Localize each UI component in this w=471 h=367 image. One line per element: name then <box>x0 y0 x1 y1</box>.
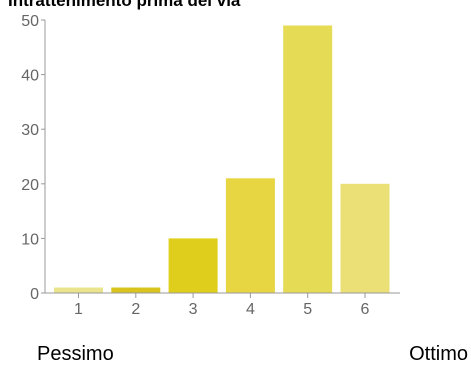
bar-1 <box>54 287 103 293</box>
x-tick-label: 2 <box>131 301 140 318</box>
y-tick-label: 0 <box>30 286 39 303</box>
bar-3 <box>168 238 218 293</box>
x-axis-ticks: 1 2 3 4 5 6 <box>74 293 370 318</box>
y-tick-label: 20 <box>21 177 39 194</box>
bars <box>54 25 390 293</box>
bar-2 <box>111 287 161 293</box>
x-tick-label: 5 <box>303 301 312 318</box>
bar-5 <box>283 25 333 293</box>
x-tick-label: 6 <box>361 301 370 318</box>
y-tick-label: 30 <box>21 122 39 139</box>
y-tick-label: 10 <box>21 231 39 248</box>
chart-title: Intrattenimento prima del via <box>8 0 241 10</box>
y-tick-label: 50 <box>21 13 39 30</box>
x-tick-label: 1 <box>74 301 83 318</box>
x-tick-label: 3 <box>189 301 198 318</box>
bar-4 <box>225 178 275 293</box>
x-tick-label: 4 <box>246 301 255 318</box>
y-tick-label: 40 <box>21 68 39 85</box>
bar-6 <box>340 183 390 293</box>
y-axis-ticks: 0 10 20 30 40 50 <box>21 13 45 303</box>
scale-min-label: Pessimo <box>37 343 114 365</box>
scale-max-label: Ottimo <box>409 343 468 365</box>
bar-chart: 0 10 20 30 40 50 1 2 3 4 5 6 <box>21 13 400 318</box>
